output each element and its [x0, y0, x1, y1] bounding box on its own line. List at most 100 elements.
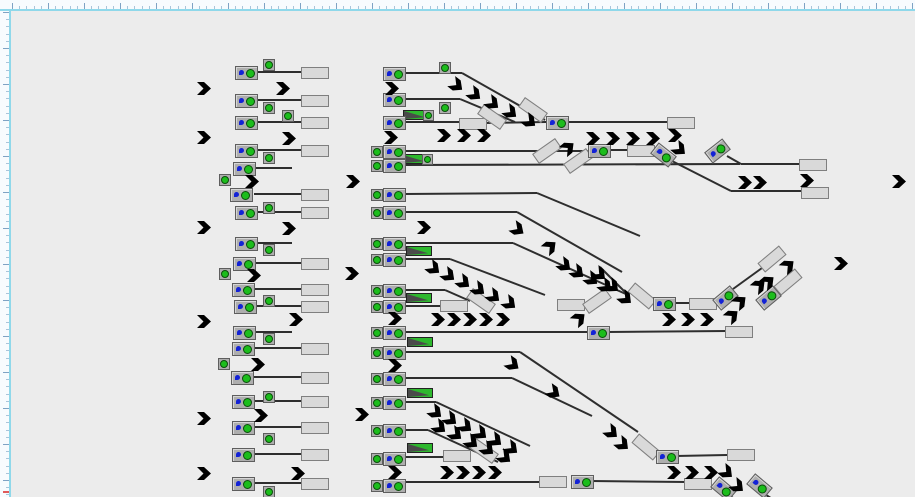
route-chevron-arrow-icon[interactable]: [680, 311, 695, 326]
route-chevron-arrow-icon[interactable]: [666, 464, 681, 479]
green-lamp-box-icon[interactable]: [218, 358, 230, 370]
route-chevron-arrow-icon[interactable]: [581, 267, 602, 286]
route-chevron-arrow-icon[interactable]: [416, 219, 431, 234]
green-lamp-box-icon[interactable]: [371, 480, 383, 492]
signal-plate-blue-green-icon[interactable]: [234, 206, 258, 220]
platform-stop-box[interactable]: [301, 396, 329, 408]
route-chevron-arrow-icon[interactable]: [196, 80, 211, 95]
route-chevron-arrow-icon[interactable]: [456, 127, 471, 142]
signal-plate-blue-green-icon[interactable]: [231, 283, 255, 297]
platform-stop-box[interactable]: [301, 301, 329, 313]
route-chevron-arrow-icon[interactable]: [612, 432, 633, 452]
platform-stop-box[interactable]: [301, 67, 329, 79]
route-chevron-arrow-icon[interactable]: [501, 436, 522, 455]
route-chevron-arrow-icon[interactable]: [543, 380, 564, 399]
green-lamp-box-icon[interactable]: [371, 189, 383, 201]
route-chevron-arrow-icon[interactable]: [716, 460, 737, 480]
route-chevron-arrow-icon[interactable]: [720, 304, 740, 325]
green-lamp-box-icon[interactable]: [371, 327, 383, 339]
platform-stop-box[interactable]: [725, 326, 753, 338]
route-chevron-arrow-icon[interactable]: [486, 429, 507, 448]
green-lamp-box-icon[interactable]: [371, 146, 383, 158]
signal-plate-blue-green-icon[interactable]: [230, 371, 254, 385]
route-chevron-arrow-icon[interactable]: [423, 256, 444, 275]
signal-plate-blue-green-icon[interactable]: [234, 144, 258, 158]
signal-plate-blue-green-icon[interactable]: [382, 159, 406, 173]
route-chevron-arrow-icon[interactable]: [462, 430, 483, 449]
signal-plate-blue-green-icon[interactable]: [382, 188, 406, 202]
signal-plate-blue-green-icon[interactable]: [382, 424, 406, 438]
platform-stop-box[interactable]: [301, 258, 329, 270]
green-lamp-box-icon[interactable]: [371, 254, 383, 266]
green-lamp-box-icon[interactable]: [219, 174, 231, 186]
route-chevron-arrow-icon[interactable]: [494, 445, 515, 464]
route-chevron-arrow-icon[interactable]: [554, 253, 575, 272]
signal-plate-blue-green-icon[interactable]: [233, 300, 257, 314]
route-chevron-arrow-icon[interactable]: [519, 109, 540, 128]
platform-stop-box[interactable]: [301, 145, 329, 157]
route-chevron-arrow-icon[interactable]: [471, 464, 486, 479]
signal-plate-blue-green-icon[interactable]: [231, 395, 255, 409]
platform-stop-box[interactable]: [301, 95, 329, 107]
route-chevron-arrow-icon[interactable]: [737, 174, 752, 189]
platform-stop-box[interactable]: [727, 449, 755, 461]
signal-plate-blue-green-icon[interactable]: [545, 116, 569, 130]
green-lamp-box-icon[interactable]: [439, 62, 451, 74]
route-chevron-arrow-icon[interactable]: [495, 311, 510, 326]
signal-plate-blue-green-icon[interactable]: [586, 326, 610, 340]
platform-stop-box[interactable]: [301, 284, 329, 296]
route-chevron-arrow-icon[interactable]: [667, 127, 682, 142]
route-chevron-arrow-icon[interactable]: [487, 464, 502, 479]
speed-wedge-board-icon[interactable]: [407, 388, 433, 398]
green-lamp-box-icon[interactable]: [371, 207, 383, 219]
route-chevron-arrow-icon[interactable]: [438, 263, 459, 282]
signal-plate-blue-green-icon[interactable]: [231, 342, 255, 356]
green-lamp-box-icon[interactable]: [439, 102, 451, 114]
route-chevron-arrow-icon[interactable]: [585, 130, 600, 145]
signal-plate-blue-green-icon[interactable]: [382, 145, 406, 159]
route-chevron-arrow-icon[interactable]: [281, 130, 296, 145]
platform-stop-box[interactable]: [301, 207, 329, 219]
route-chevron-arrow-icon[interactable]: [471, 422, 492, 441]
speed-wedge-board-icon[interactable]: [407, 337, 433, 347]
route-chevron-arrow-icon[interactable]: [478, 311, 494, 326]
platform-stop-box[interactable]: [799, 159, 827, 171]
green-lamp-box-icon[interactable]: [263, 433, 275, 445]
signal-plate-blue-green-icon[interactable]: [382, 237, 406, 251]
green-lamp-box-icon[interactable]: [371, 238, 383, 250]
speed-wedge-board-icon[interactable]: [407, 443, 433, 453]
platform-stop-box[interactable]: [667, 117, 695, 129]
platform-stop-box[interactable]: [301, 189, 329, 201]
route-chevron-arrow-icon[interactable]: [567, 307, 587, 328]
route-chevron-arrow-icon[interactable]: [462, 311, 477, 326]
route-chevron-arrow-icon[interactable]: [196, 465, 211, 480]
route-chevron-arrow-icon[interactable]: [344, 265, 359, 280]
route-chevron-arrow-icon[interactable]: [538, 235, 558, 256]
signal-plate-blue-green-icon[interactable]: [382, 479, 406, 493]
platform-stop-box[interactable]: [539, 476, 567, 488]
route-chevron-arrow-icon[interactable]: [799, 172, 814, 187]
signal-plate-blue-green-icon[interactable]: [382, 67, 406, 81]
green-lamp-box-icon[interactable]: [371, 301, 383, 313]
route-chevron-arrow-icon[interactable]: [430, 311, 445, 326]
speed-wedge-board-icon[interactable]: [406, 246, 432, 256]
green-lamp-box-icon[interactable]: [263, 333, 275, 345]
platform-stop-box[interactable]: [459, 118, 487, 130]
signal-plate-blue-green-icon[interactable]: [234, 66, 258, 80]
route-chevron-arrow-icon[interactable]: [476, 127, 491, 142]
route-chevron-arrow-icon[interactable]: [246, 267, 261, 282]
route-chevron-arrow-icon[interactable]: [446, 73, 467, 92]
route-chevron-arrow-icon[interactable]: [615, 286, 636, 306]
signal-plate-blue-green-icon[interactable]: [234, 116, 258, 130]
route-chevron-arrow-icon[interactable]: [275, 80, 290, 95]
route-chevron-arrow-icon[interactable]: [387, 310, 402, 325]
signal-plate-blue-green-icon[interactable]: [382, 396, 406, 410]
route-chevron-arrow-icon[interactable]: [747, 274, 767, 295]
signal-plate-blue-green-icon[interactable]: [382, 116, 406, 130]
route-chevron-arrow-icon[interactable]: [483, 91, 504, 110]
route-chevron-arrow-icon[interactable]: [684, 464, 699, 479]
platform-stop-box[interactable]: [301, 478, 329, 490]
bottom-scroll-strip[interactable]: [0, 497, 915, 504]
green-lamp-box-icon[interactable]: [371, 373, 383, 385]
